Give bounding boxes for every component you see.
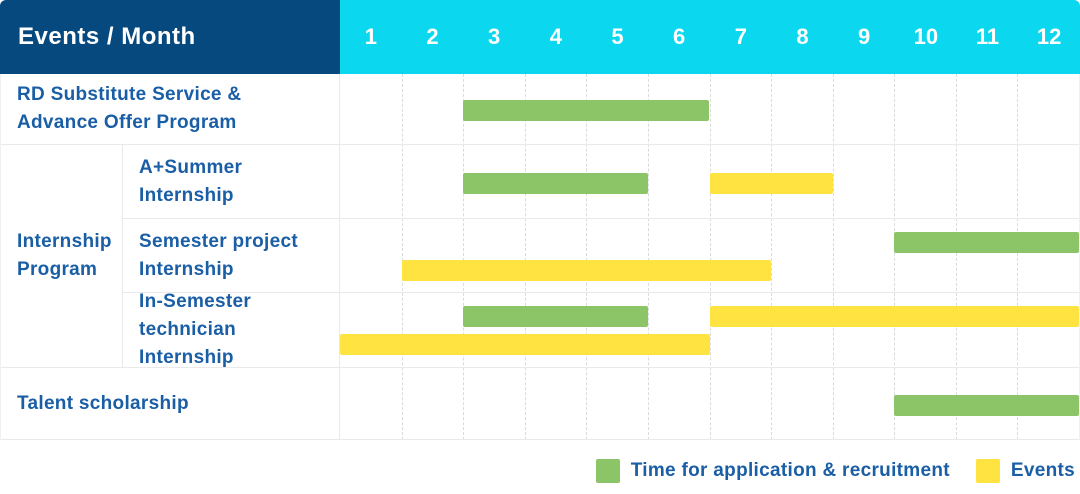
row-label-a-plus-summer: A+Summer Internship — [123, 145, 339, 219]
month-gridline — [524, 74, 526, 440]
gantt-row — [340, 74, 1079, 145]
gantt-bar-recruitment — [463, 306, 648, 327]
month-label: 8 — [796, 24, 809, 49]
row-label-talent-scholarship: Talent scholarship — [1, 368, 339, 440]
month-gridline — [955, 74, 957, 440]
month-header-row: 1 2 3 4 5 6 7 8 9 10 11 12 — [340, 0, 1080, 74]
gantt-row — [340, 368, 1079, 440]
month-label: 12 — [1036, 24, 1062, 49]
legend-label: Events — [1010, 460, 1075, 481]
gantt-bar-events — [401, 260, 772, 281]
gantt-chart-area — [340, 74, 1080, 440]
group-sub-labels: A+Summer Internship Semester project Int… — [123, 145, 339, 368]
label-column: RD Substitute Service & Advance Offer Pr… — [0, 74, 340, 440]
month-label: 3 — [488, 24, 501, 49]
legend-label: Time for application & recruitment — [630, 460, 950, 481]
table-body: RD Substitute Service & Advance Offer Pr… — [0, 74, 1080, 440]
gantt-bar-events — [709, 172, 833, 194]
legend-item-events: Events — [975, 459, 1075, 483]
month-gridline — [647, 74, 649, 440]
month-label: 5 — [611, 24, 624, 49]
month-gridline — [401, 74, 403, 440]
month-gridline — [1017, 74, 1019, 440]
month-label: 7 — [734, 24, 747, 49]
events-month-header-cell: Events / Month — [0, 0, 340, 74]
row-label-rd-substitute: RD Substitute Service & Advance Offer Pr… — [1, 74, 339, 145]
gantt-row — [340, 219, 1079, 293]
month-label: 1 — [364, 24, 377, 49]
table-header: Events / Month 1 2 3 4 5 6 7 8 9 10 11 12 — [0, 0, 1080, 74]
month-gridline — [894, 74, 896, 440]
legend-item-recruitment: Time for application & recruitment — [595, 459, 950, 483]
month-gridline — [709, 74, 711, 440]
gantt-bar-recruitment — [463, 172, 648, 194]
month-gridline — [463, 74, 465, 440]
month-label: 2 — [426, 24, 439, 49]
row-label-semester-project: Semester project Internship — [123, 219, 339, 293]
gantt-bar-recruitment — [894, 232, 1079, 253]
gantt-row — [340, 145, 1079, 219]
gantt-row — [340, 293, 1079, 368]
gantt-bar-events — [340, 334, 710, 355]
gantt-bar-recruitment — [463, 100, 710, 121]
month-label: 4 — [549, 24, 562, 49]
legend-swatch-recruitment — [595, 459, 620, 483]
gantt-bar-events — [709, 306, 1079, 327]
month-label: 11 — [975, 24, 1000, 49]
legend-swatch-events — [975, 459, 1000, 483]
group-label-internship-program: Internship Program — [1, 145, 123, 368]
legend: Time for application & recruitment Events — [570, 459, 1075, 483]
row-label-in-semester-technician: In-Semester technician Internship — [123, 291, 339, 368]
month-label: 6 — [673, 24, 686, 49]
internship-program-group: Internship Program A+Summer Internship S… — [1, 145, 339, 368]
month-label: 9 — [858, 24, 871, 49]
month-gridline — [832, 74, 834, 440]
month-gridline — [771, 74, 773, 440]
month-label: 10 — [913, 24, 939, 49]
month-gridline — [586, 74, 588, 440]
gantt-bar-recruitment — [894, 394, 1079, 416]
